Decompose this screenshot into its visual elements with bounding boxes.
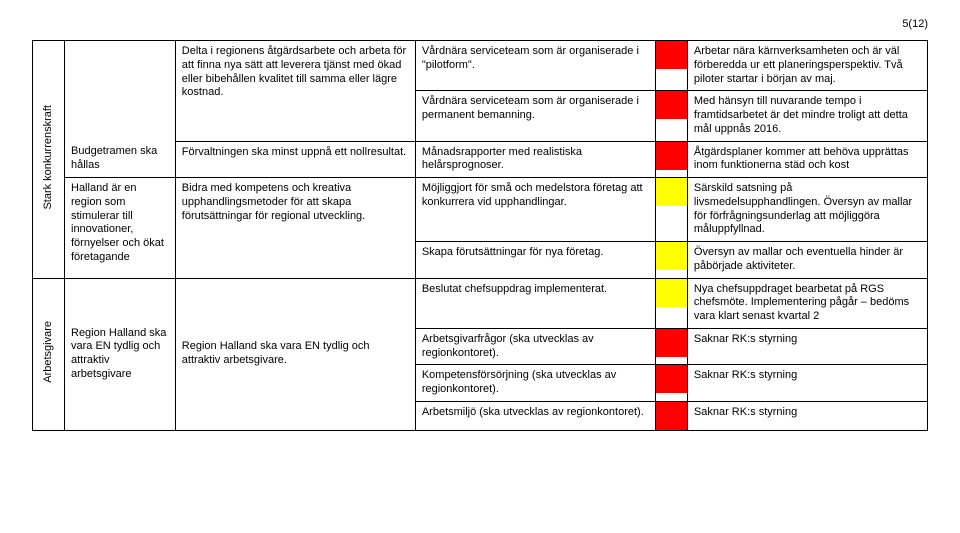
status-chip bbox=[655, 41, 687, 91]
subgoal-cell: Budgetramen ska hållas bbox=[65, 141, 176, 178]
status-cell: Saknar RK:s styrning bbox=[687, 365, 927, 402]
table-row: Stark konkurrenskraft Delta i regionens … bbox=[33, 41, 928, 91]
desc-cell: Bidra med kompetens och kreativa upphand… bbox=[175, 178, 415, 279]
table-row: Halland är en region som stimulerar till… bbox=[33, 178, 928, 242]
indicator-cell: Vårdnära serviceteam som är organiserade… bbox=[415, 41, 655, 91]
matrix-table: Stark konkurrenskraft Delta i regionens … bbox=[32, 40, 928, 431]
page-number: 5(12) bbox=[32, 18, 928, 30]
status-cell: Med hänsyn till nuvarande tempo i framti… bbox=[687, 91, 927, 141]
status-chip bbox=[655, 91, 687, 141]
status-chip bbox=[655, 242, 687, 279]
indicator-cell: Månadsrapporter med realistiska helårspr… bbox=[415, 141, 655, 178]
status-cell: Saknar RK:s styrning bbox=[687, 401, 927, 430]
vlabel-stark: Stark konkurrenskraft bbox=[33, 41, 65, 279]
desc-cell: Förvaltningen ska minst uppnå ett nollre… bbox=[175, 141, 415, 178]
status-chip bbox=[655, 141, 687, 178]
status-cell: Särskild satsning på livsmedelsupphandli… bbox=[687, 178, 927, 242]
desc-cell: Delta i regionens åtgärdsarbete och arbe… bbox=[175, 41, 415, 142]
indicator-cell: Möjliggjort för små och medelstora föret… bbox=[415, 178, 655, 242]
status-cell: Nya chefsuppdraget bearbetat på RGS chef… bbox=[687, 278, 927, 328]
indicator-cell: Arbetsgivarfrågor (ska utvecklas av regi… bbox=[415, 328, 655, 365]
status-chip bbox=[655, 328, 687, 365]
table-row: Arbetsgivare Region Halland ska vara EN … bbox=[33, 278, 928, 328]
subgoal-cell bbox=[65, 41, 176, 142]
status-cell: Översyn av mallar och eventuella hinder … bbox=[687, 242, 927, 279]
status-chip bbox=[655, 278, 687, 328]
status-cell: Saknar RK:s styrning bbox=[687, 328, 927, 365]
indicator-cell: Vårdnära serviceteam som är organiserade… bbox=[415, 91, 655, 141]
status-chip bbox=[655, 365, 687, 402]
desc-cell: Region Halland ska vara EN tydlig och at… bbox=[175, 278, 415, 430]
indicator-cell: Beslutat chefsuppdrag implementerat. bbox=[415, 278, 655, 328]
status-chip bbox=[655, 178, 687, 242]
status-chip bbox=[655, 401, 687, 430]
vlabel-text: Arbetsgivare bbox=[40, 313, 58, 391]
subgoal-cell: Halland är en region som stimulerar till… bbox=[65, 178, 176, 279]
subgoal-cell: Region Halland ska vara EN tydlig och at… bbox=[65, 278, 176, 430]
status-cell: Arbetar nära kärnverksamheten och är väl… bbox=[687, 41, 927, 91]
indicator-cell: Kompetensförsörjning (ska utvecklas av r… bbox=[415, 365, 655, 402]
status-cell: Åtgärdsplaner kommer att behöva upprätta… bbox=[687, 141, 927, 178]
vlabel-text: Stark konkurrenskraft bbox=[40, 97, 58, 218]
table-row: Budgetramen ska hållas Förvaltningen ska… bbox=[33, 141, 928, 178]
indicator-cell: Skapa förutsättningar för nya företag. bbox=[415, 242, 655, 279]
vlabel-arbetsgivare: Arbetsgivare bbox=[33, 278, 65, 430]
indicator-cell: Arbetsmiljö (ska utvecklas av regionkont… bbox=[415, 401, 655, 430]
